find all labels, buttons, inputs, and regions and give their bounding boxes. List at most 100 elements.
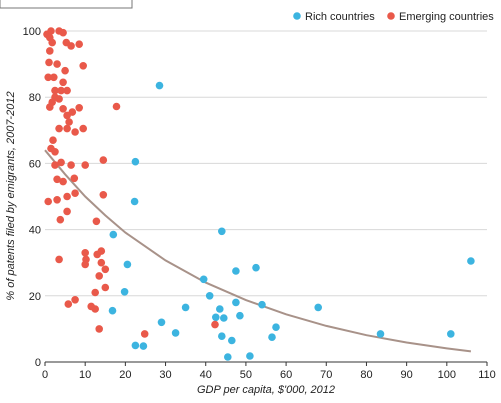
- rich-countries-point: [447, 330, 455, 338]
- rich-countries-point: [224, 353, 232, 361]
- rich-countries-point: [228, 336, 236, 345]
- emerging-countries-point: [97, 258, 106, 267]
- emerging-countries-point: [63, 124, 71, 133]
- emerging-countries-point: [75, 40, 83, 48]
- emerging-countries-point: [51, 161, 59, 169]
- x-tick-label: 110: [478, 369, 496, 381]
- emerging-countries-point: [44, 197, 52, 206]
- rich-countries-point: [232, 267, 240, 275]
- rich-countries-point: [467, 257, 475, 265]
- emerging-countries-point: [51, 86, 59, 95]
- emerging-countries-point: [53, 175, 61, 184]
- emerging-countries-point: [75, 104, 83, 112]
- emerging-countries-point: [95, 272, 103, 280]
- emerging-countries-point: [55, 124, 63, 133]
- x-tick-label: 40: [200, 369, 212, 381]
- emerging-countries-point: [59, 177, 67, 186]
- trendline: [44, 149, 472, 353]
- rich-countries-point: [171, 329, 180, 337]
- header-box: [0, 0, 133, 9]
- emerging-countries-point: [112, 102, 121, 111]
- rich-countries-point: [236, 311, 244, 320]
- rich-countries-point: [218, 227, 226, 236]
- rich-countries-point: [109, 230, 118, 239]
- emerging-countries-point: [49, 136, 57, 144]
- emerging-countries-point: [101, 265, 110, 274]
- y-tick-label: 0: [35, 357, 41, 369]
- emerging-countries-point: [91, 288, 99, 297]
- rich-countries-point: [258, 300, 266, 309]
- x-tick-label: 50: [240, 369, 252, 381]
- emerging-countries-point: [45, 58, 53, 67]
- rich-countries-point: [272, 323, 280, 332]
- emerging-countries-point: [51, 148, 59, 156]
- rich-countries-point: [131, 341, 140, 350]
- emerging-countries-point: [57, 86, 65, 95]
- emerging-countries-point: [91, 305, 99, 313]
- emerging-countries-point: [53, 60, 61, 68]
- y-axis-label: % of patents filed by emigrants, 2007-20…: [5, 91, 17, 300]
- rich-countries-point: [108, 306, 117, 315]
- y-tick-label: 40: [29, 225, 41, 237]
- emerging-countries-point: [68, 108, 77, 116]
- emerging-countries-point: [44, 73, 52, 82]
- emerging-countries-point: [81, 161, 89, 169]
- emerging-countries-point: [70, 174, 79, 183]
- emerging-countries-point: [140, 330, 149, 338]
- emerging-countries-point: [211, 320, 219, 329]
- emerging-countries-point: [61, 66, 69, 75]
- rich-countries-point: [220, 314, 228, 322]
- rich-countries-point: [212, 313, 220, 322]
- rich-countries-point: [216, 305, 224, 313]
- x-tick-label: 80: [360, 369, 372, 381]
- rich-countries-point: [205, 292, 214, 300]
- y-tick-label: 100: [23, 26, 41, 38]
- legend-emerging-countries-label: Emerging countries: [399, 11, 494, 23]
- rich-countries-point: [246, 352, 254, 360]
- emerging-countries-point: [92, 217, 101, 226]
- grid-lines: [45, 30, 487, 297]
- y-tick-label: 20: [29, 291, 41, 303]
- rich-countries-point: [252, 263, 260, 272]
- rich-countries-point: [218, 332, 226, 341]
- x-tick-label: 10: [79, 369, 91, 381]
- rich-countries-point: [232, 298, 240, 307]
- rich-countries-point: [199, 275, 208, 284]
- x-tick-label: 20: [119, 369, 131, 381]
- emerging-countries-point: [47, 27, 55, 35]
- x-tick-label: 30: [159, 369, 171, 381]
- rich-countries-point: [130, 197, 139, 206]
- emerging-countries-point: [59, 78, 67, 87]
- rich-countries-point: [155, 81, 164, 90]
- emerging-countries-point: [67, 42, 75, 50]
- emerging-countries-point: [99, 191, 108, 199]
- x-tick-label: 100: [438, 369, 456, 381]
- x-tick-label: 90: [401, 369, 413, 381]
- emerging-countries-point: [63, 192, 71, 201]
- axes: 0 20 40 60 80 100 0 10 20 30 40 50 60 70 80 90 100 110: [23, 26, 496, 381]
- emerging-countries-point: [46, 103, 54, 111]
- x-tick-label: 70: [320, 369, 332, 381]
- rich-countries-point: [131, 157, 140, 166]
- rich-countries-point: [181, 303, 190, 312]
- emerging-countries-point: [63, 207, 71, 216]
- y-tick-label: 60: [29, 158, 41, 170]
- legend-rich-countries-label: Rich countries: [305, 11, 375, 23]
- emerging-countries-point: [63, 86, 71, 95]
- emerging-countries-point: [101, 283, 110, 292]
- rich-countries-point: [268, 333, 276, 342]
- emerging-countries-point: [64, 300, 73, 308]
- rich-countries-point: [123, 260, 132, 269]
- emerging-countries-point: [53, 196, 61, 204]
- emerging-countries-point: [56, 215, 65, 224]
- y-tick-label: 80: [29, 92, 41, 104]
- emerging-countries-point: [97, 247, 106, 255]
- rich-countries-point: [139, 342, 148, 350]
- emerging-countries-point: [55, 255, 63, 264]
- points-group: [43, 27, 475, 361]
- x-axis-label: GDP per capita, $'000, 2012: [197, 384, 335, 396]
- emerging-countries-point: [95, 325, 103, 333]
- legend-emerging-countries-marker: [387, 12, 395, 20]
- trendline-group: [44, 149, 472, 353]
